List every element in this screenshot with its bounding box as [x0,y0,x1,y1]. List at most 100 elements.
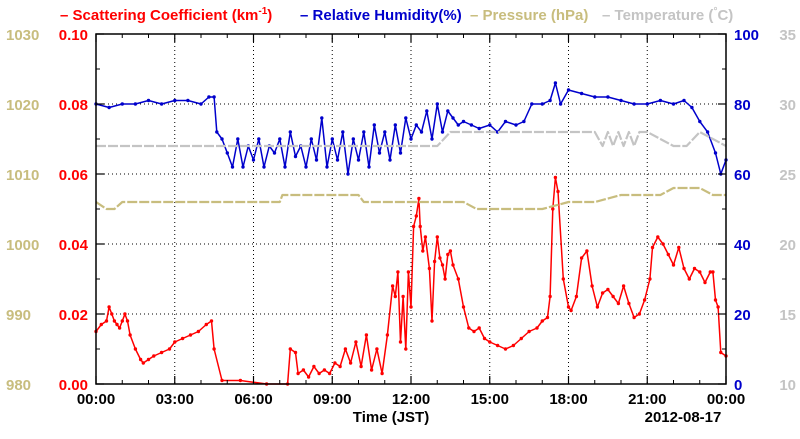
y-tick-label-temperature: 20 [779,237,796,254]
data-point-humidity [288,130,292,134]
data-point-scattering [409,305,413,309]
data-point-scattering [456,277,460,281]
data-point-humidity [530,102,534,106]
y-tick-label-temperature: 35 [779,27,796,44]
data-point-scattering [432,259,437,264]
data-point-scattering [666,252,670,257]
data-point-scattering [440,263,445,267]
series-line-scattering [95,176,727,385]
x-tick-label: 18:00 [549,391,587,408]
data-point-humidity [579,91,584,96]
data-point-humidity [346,172,350,176]
data-point-scattering [503,347,508,351]
data-point-humidity [705,130,710,134]
y-tick-label-scattering: 0.02 [59,307,88,324]
y-tick-label-scattering: 0.10 [59,27,88,44]
data-point-scattering [327,371,332,376]
data-point-scattering [380,371,384,376]
data-point-scattering [553,175,558,180]
data-point-scattering [650,245,655,250]
data-point-scattering [482,336,487,341]
data-point-scattering [477,326,481,330]
y-tick-label-temperature: 10 [779,377,796,394]
data-point-scattering [566,305,571,309]
data-point-scattering [519,336,523,341]
data-point-humidity [446,109,450,113]
legend-label: Scattering Coefficient (km [73,7,259,24]
data-point-scattering [595,305,600,309]
data-point-humidity [503,119,508,124]
data-point-scattering [632,315,636,320]
data-point-scattering [600,291,605,295]
data-point-humidity [548,98,552,103]
data-point-humidity [419,130,424,134]
data-point-scattering [692,266,697,271]
data-point-scattering [467,326,471,330]
data-point-scattering [401,294,405,299]
data-point-scattering [427,266,432,271]
data-point-humidity [120,102,125,106]
data-point-humidity [341,130,345,134]
data-point-scattering [716,305,720,309]
data-point-scattering [435,235,439,239]
data-point-scattering [642,298,647,302]
legend-sup: -1 [258,6,267,17]
data-point-humidity [304,165,308,169]
data-point-scattering [421,249,425,253]
data-point-scattering [110,312,114,316]
data-point-scattering [423,235,428,239]
data-point-scattering [446,252,450,257]
data-point-scattering [661,242,665,246]
data-point-scattering [430,319,434,323]
data-point-scattering [495,343,500,348]
data-point-scattering [590,284,594,288]
data-point-humidity [488,123,492,127]
data-point-scattering [288,347,292,351]
data-point-scattering [296,371,300,376]
data-point-scattering [535,326,539,330]
data-point-scattering [713,298,718,302]
y-tick-label-humidity: 0 [734,377,742,394]
data-point-humidity [514,123,518,127]
data-point-scattering [698,270,702,274]
data-point-humidity [451,116,455,120]
data-point-scattering [606,287,610,292]
legend-dash: – [602,7,615,24]
x-axis-label: Time (JST) [353,409,429,426]
legend-dash: – [300,7,313,24]
x-tick-label: 00:00 [707,391,745,408]
data-point-humidity [645,102,649,106]
data-point-scattering [117,326,122,330]
data-point-humidity [425,109,429,113]
data-point-scattering [390,284,395,288]
data-point-humidity [383,130,387,134]
data-point-scattering [159,350,164,355]
data-point-scattering [637,312,642,316]
data-point-scattering [671,263,676,267]
axes: 00:00 03:00 06:00 09:00 12:00 15:00 18:00 21:00… [6,27,796,426]
data-point-scattering [128,333,132,337]
data-point-scattering [393,294,397,299]
data-point-humidity [207,95,211,99]
data-point-scattering [540,319,544,323]
y-tick-label-pressure: 990 [6,307,31,324]
y-tick-label-humidity: 100 [734,27,759,44]
data-point-scattering [708,270,712,274]
data-point-scattering [406,270,411,274]
y-tick-label-humidity: 80 [734,97,751,114]
data-point-humidity [272,151,277,155]
series-line-temperature [96,130,727,148]
data-point-scattering [293,350,298,355]
data-point-scattering [579,256,584,260]
y-tick-label-humidity: 20 [734,307,751,324]
data-point-scattering [359,364,363,369]
data-point-humidity [236,137,240,141]
data-point-humidity [330,137,334,141]
y-tick-label-pressure: 1010 [6,167,39,184]
data-point-scattering [173,340,177,344]
legend-item-0: – Scattering Coefficient (km-1) [60,6,272,24]
data-point-scattering [703,280,707,285]
data-point-scattering [627,301,631,306]
x-tick-label: 15:00 [471,391,509,408]
series-line-pressure [95,186,726,211]
